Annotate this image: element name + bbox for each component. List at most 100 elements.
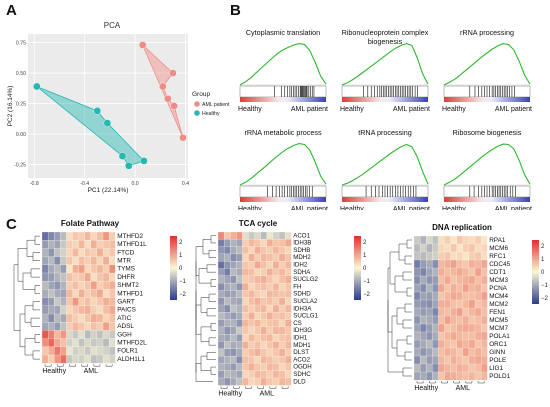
heatmap-gene-label: RFC1 (489, 253, 506, 260)
heatmap-cell (462, 291, 470, 301)
heatmap-cell (108, 354, 116, 364)
heatmap-cell (102, 322, 110, 331)
heatmap-cell (474, 323, 482, 333)
heatmap-cell (230, 370, 237, 379)
heatmap-cell (47, 272, 55, 282)
heatmap-cell (60, 297, 67, 307)
heatmap-cell (266, 290, 274, 299)
gsea-panel: Ribosome biogenesis Healthy AML patient (442, 128, 532, 210)
heatmap-cell (223, 341, 231, 350)
heatmap-row-dendrogram-branch (394, 275, 407, 293)
heatmap-row-dendrogram-branch (34, 235, 40, 245)
heatmap-gene-label: ALDH1L1 (117, 356, 145, 363)
heatmap-title: TCA cycle (239, 219, 278, 228)
heatmap-cell (102, 231, 110, 241)
heatmap-gene-label: MTHFD2 (117, 233, 143, 240)
heatmap-row-dendrogram-branch (24, 305, 33, 323)
heatmap-cell (462, 251, 470, 261)
heatmap-cell (426, 323, 433, 333)
heatmap-cell (456, 251, 464, 261)
heatmap-cell (426, 347, 433, 357)
heatmap-gene-label: FTCD (117, 249, 134, 256)
heatmap-cell (462, 339, 470, 349)
heatmap-cell (66, 354, 73, 364)
pca-plot-background (28, 34, 188, 178)
heatmap-cell (254, 341, 262, 350)
heatmap-cell (236, 246, 243, 255)
heatmap-cell (260, 370, 268, 379)
heatmap-cell (96, 297, 104, 307)
heatmap-cell (41, 272, 49, 282)
heatmap-cell (102, 281, 110, 290)
heatmap-cell (419, 243, 427, 253)
heatmap-col-label-healthy: Healthy (42, 368, 66, 375)
heatmap-cell (230, 297, 237, 306)
heatmap-cell (102, 313, 110, 323)
heatmap-cell (474, 355, 482, 365)
heatmap-cell (444, 283, 451, 293)
gsea-aml-label: AML patient (291, 206, 328, 210)
heatmap-cell (72, 281, 79, 290)
heatmap-cell (413, 251, 421, 261)
heatmap-cell (480, 339, 488, 349)
heatmap-cell (248, 246, 255, 255)
heatmap-cell (223, 290, 231, 299)
heatmap-cell (90, 338, 98, 348)
heatmap-cell (284, 290, 292, 299)
heatmap-scale-tick: 0 (363, 266, 367, 272)
heatmap-cell (248, 275, 255, 284)
heatmap-cell (236, 334, 243, 342)
heatmap-cell (223, 297, 231, 306)
heatmap-cell (66, 248, 73, 257)
aml-point (170, 102, 178, 110)
heatmap-cell (444, 291, 451, 301)
heatmap-cell (102, 338, 110, 348)
heatmap-gene-label: LIG1 (489, 365, 503, 372)
heatmap-col-label-aml: AML (456, 385, 471, 392)
heatmap-cell (60, 256, 67, 266)
heatmap-cell (432, 355, 439, 365)
heatmap-cell (108, 256, 116, 266)
gsea-panels: Cytoplasmic translation Healthy AML patien… (238, 28, 532, 210)
heatmap-cell (468, 323, 476, 333)
heatmap-cell (278, 290, 286, 299)
heatmap-cell (66, 313, 73, 323)
gsea-enrichment-curve (239, 143, 327, 186)
heatmap-cell (284, 304, 292, 313)
heatmap-gene-label: SDHC (293, 371, 311, 378)
heatmap-row-dendrogram-branch (22, 272, 35, 290)
heatmap-cell (284, 282, 292, 291)
heatmap-cell (480, 315, 488, 325)
heatmap-cell (254, 348, 262, 357)
gsea-panel-title: tRNA processing (358, 128, 412, 137)
heatmap-gene-label: MTR (117, 258, 131, 265)
heatmap-cell (236, 282, 243, 291)
heatmap-cell (90, 322, 98, 331)
heatmap-cell (450, 235, 458, 245)
heatmap-cell (236, 297, 243, 306)
heatmap-cell (217, 275, 225, 284)
heatmap-cell (242, 268, 249, 277)
heatmap-cell (254, 304, 262, 313)
heatmap-row-dendrogram-branch (30, 268, 40, 278)
heatmap-row-dendrogram-branch (210, 235, 216, 244)
heatmap-cell (272, 377, 280, 386)
gsea-panel: tRNA processing Healthy AML patient (340, 128, 430, 210)
heatmap-cell (480, 331, 488, 341)
heatmap-cell (230, 348, 237, 357)
heatmap-cell (450, 267, 458, 277)
heatmap-cell (47, 264, 55, 274)
heatmap-cell (41, 264, 49, 274)
heatmap-gene-label: RPA1 (489, 237, 506, 244)
heatmap-cell (41, 313, 49, 323)
heatmap-cell (248, 231, 255, 240)
heatmap-gene-label: IDH3B (293, 240, 311, 247)
heatmap-cell (284, 312, 292, 320)
heatmap-cell (419, 347, 427, 357)
heatmap-cell (462, 347, 470, 357)
heatmap-cell (254, 334, 262, 342)
heatmap-cell (72, 256, 79, 266)
heatmap-cell (84, 322, 92, 331)
heatmap-cell (462, 371, 470, 381)
heatmap-cell (60, 330, 67, 339)
